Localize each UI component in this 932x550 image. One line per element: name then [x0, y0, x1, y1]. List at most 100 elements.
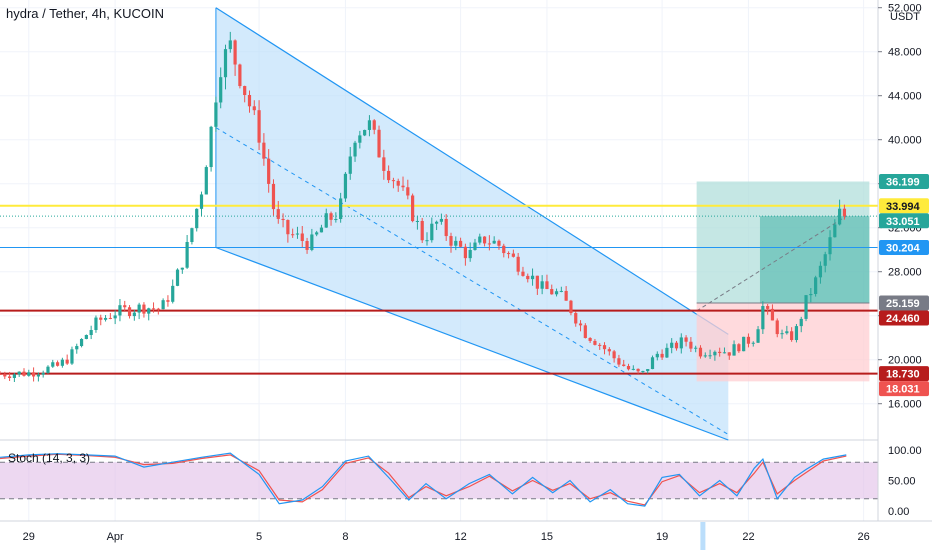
candle-body [679, 337, 683, 349]
candle-body [89, 330, 93, 336]
currency-label: USDT [890, 11, 920, 23]
candle-body [814, 277, 818, 294]
candle-body [271, 183, 276, 210]
candle-body [257, 110, 261, 143]
candle-body [7, 376, 12, 378]
candle-body [842, 208, 847, 217]
candle-body [578, 323, 583, 326]
candle-body [209, 126, 213, 168]
candle-body [708, 355, 712, 357]
stop-zone [696, 302, 870, 382]
time-tick-label: 15 [541, 531, 553, 543]
candle-body [435, 221, 439, 224]
candle-body [574, 313, 578, 324]
stoch-axis-label: 0.00 [888, 506, 909, 518]
candle-body [223, 49, 228, 78]
candle-body [660, 353, 664, 358]
candle-body [790, 331, 794, 341]
candle-body [732, 344, 736, 356]
candle-body [468, 249, 472, 259]
candle-body [84, 335, 88, 339]
candle-body [233, 40, 237, 65]
candle-body [36, 374, 40, 377]
position-path-line [696, 215, 847, 312]
candle-body [703, 355, 707, 357]
candle-body [458, 240, 463, 247]
candle-body [650, 357, 655, 370]
channel-upper-line [215, 7, 729, 335]
candle-body [737, 344, 741, 352]
time-axis[interactable]: 29 Apr 5 8 12 15 19 22 26 [0, 520, 932, 550]
price-tag-label: 18.031 [886, 384, 920, 396]
time-tick-label: 19 [656, 531, 668, 543]
candle-body [497, 240, 501, 246]
price-tag-label: 24.460 [886, 313, 920, 325]
candle-body [358, 135, 362, 143]
time-tick-label: 29 [23, 531, 35, 543]
price-tag-label: 18.730 [886, 369, 920, 381]
price-tick-label: 44.000 [888, 91, 922, 103]
candle-body [511, 253, 515, 257]
candle-body [674, 342, 679, 349]
candle-body [694, 347, 698, 349]
candle-body [276, 209, 280, 219]
price-tick-label: 28.000 [888, 267, 922, 279]
candle-body [305, 241, 309, 250]
candle-body [641, 371, 645, 373]
candle-body [722, 352, 727, 354]
candle-body [607, 349, 611, 352]
time-tick-label: 26 [857, 531, 869, 543]
candle-body [12, 374, 16, 378]
candle-body [516, 256, 520, 272]
candle-body [530, 275, 535, 280]
candle-body [583, 325, 587, 338]
candle-body [602, 345, 607, 350]
stoch-axis-label: 50.00 [888, 476, 916, 488]
time-tick-label: 22 [742, 531, 754, 543]
candle-body [65, 359, 69, 364]
candle-body [823, 254, 827, 266]
candle-body [310, 234, 314, 250]
price-tag-label: 36.199 [886, 177, 920, 189]
horizontal-lines[interactable] [0, 204, 878, 375]
price-tag-label: 33.994 [886, 201, 921, 213]
price-tick-label: 40.000 [888, 135, 922, 147]
candle-body [175, 269, 180, 286]
candle-body [137, 304, 141, 313]
candle-body [123, 305, 127, 308]
candle-body [291, 234, 295, 236]
candle-body [75, 346, 79, 350]
candle-body [799, 318, 803, 327]
candle-body [698, 347, 703, 357]
candle-body [626, 365, 631, 370]
candle-body [147, 308, 151, 314]
candle-body [391, 180, 396, 182]
candle-body [204, 167, 208, 195]
candle-body [367, 120, 372, 130]
candle-body [487, 243, 491, 245]
long-position-tool[interactable] [696, 181, 870, 382]
candle-body [430, 223, 434, 241]
candle-body [343, 173, 348, 199]
candle-body [401, 185, 405, 188]
candle-body [473, 242, 477, 250]
price-axis[interactable]: 16.00020.00024.00028.00032.00036.00040.0… [877, 0, 932, 550]
candle-body [319, 227, 324, 233]
candle-body [646, 369, 650, 372]
candle-body [166, 300, 170, 302]
candle-body [0, 374, 2, 375]
time-tick-label: 12 [454, 531, 466, 543]
candle-body [588, 337, 592, 341]
candle-body [180, 267, 184, 270]
candle-body [833, 224, 837, 238]
candle-body [569, 300, 573, 314]
price-tag [879, 295, 929, 311]
candle-body [559, 290, 563, 292]
candle-body [22, 371, 26, 376]
price-tick-label: 20.000 [888, 355, 922, 367]
parallel-channel[interactable] [215, 7, 729, 441]
candle-body [228, 40, 232, 50]
candle-body [526, 275, 530, 280]
candle-body [622, 364, 626, 366]
